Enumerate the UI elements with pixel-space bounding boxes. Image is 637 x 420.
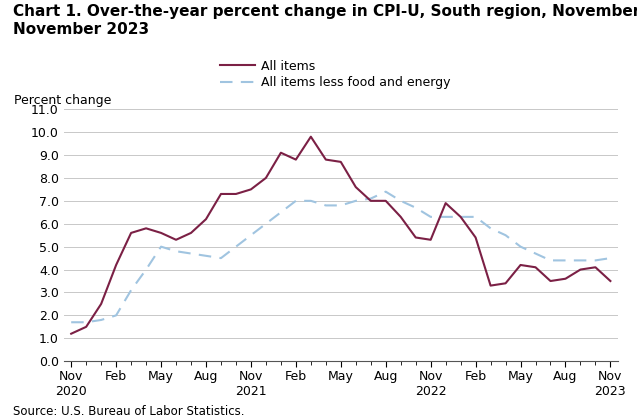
All items less food and energy [382,189,390,194]
All items less food and energy [82,320,90,325]
Line: All items: All items [71,136,610,334]
All items [472,235,480,240]
All items less food and energy [157,244,165,249]
All items [352,184,360,189]
All items less food and energy [427,214,434,219]
All items [217,192,225,197]
All items [247,187,255,192]
All items [322,157,329,162]
All items [187,231,195,236]
All items less food and energy [412,205,420,210]
Legend: All items, All items less food and energy: All items, All items less food and energ… [220,60,450,89]
Text: Source: U.S. Bureau of Labor Statistics.: Source: U.S. Bureau of Labor Statistics. [13,405,244,418]
All items less food and energy [277,210,285,215]
All items [547,278,554,284]
All items less food and energy [592,258,599,263]
All items less food and energy [262,221,269,226]
All items less food and energy [232,244,240,249]
All items less food and energy [202,253,210,258]
Text: Chart 1. Over-the-year percent change in CPI-U, South region, November 2020–
Nov: Chart 1. Over-the-year percent change in… [13,4,637,37]
All items less food and energy [187,251,195,256]
All items [576,267,584,272]
All items less food and energy [127,288,135,293]
All items [292,157,299,162]
All items less food and energy [442,214,450,219]
All items less food and energy [307,198,315,203]
All items [112,262,120,268]
All items [606,278,614,284]
All items less food and energy [472,214,480,219]
All items [232,192,240,197]
All items less food and energy [142,267,150,272]
All items less food and energy [576,258,584,263]
All items less food and energy [68,320,75,325]
All items [442,201,450,206]
All items less food and energy [397,198,404,203]
All items [337,159,345,164]
All items [562,276,569,281]
All items less food and energy [247,233,255,238]
All items [277,150,285,155]
All items less food and energy [606,256,614,261]
All items [457,214,464,219]
All items [262,176,269,181]
All items less food and energy [532,251,540,256]
All items less food and energy [547,258,554,263]
All items [97,302,105,307]
All items [382,198,390,203]
All items less food and energy [517,244,524,249]
All items [412,235,420,240]
All items [532,265,540,270]
All items [397,214,404,219]
All items [157,231,165,236]
All items [367,198,375,203]
All items [427,237,434,242]
All items less food and energy [352,198,360,203]
All items [517,262,524,268]
All items less food and energy [367,196,375,201]
All items [127,231,135,236]
All items [142,226,150,231]
All items [172,237,180,242]
All items less food and energy [457,214,464,219]
All items less food and energy [337,203,345,208]
All items less food and energy [502,233,510,238]
All items less food and energy [112,313,120,318]
All items less food and energy [217,256,225,261]
All items [487,283,494,288]
All items less food and energy [322,203,329,208]
All items less food and energy [562,258,569,263]
All items [502,281,510,286]
All items [68,331,75,336]
All items less food and energy [172,249,180,254]
Text: Percent change: Percent change [14,94,111,107]
All items [202,217,210,222]
All items [307,134,315,139]
All items [82,324,90,329]
All items less food and energy [487,226,494,231]
Line: All items less food and energy: All items less food and energy [71,192,610,322]
All items less food and energy [292,198,299,203]
All items [592,265,599,270]
All items less food and energy [97,318,105,323]
